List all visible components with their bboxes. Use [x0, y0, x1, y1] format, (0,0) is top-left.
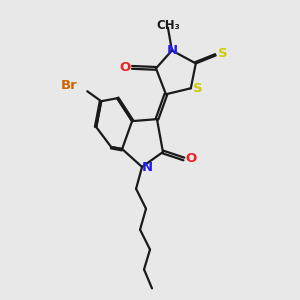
- Text: S: S: [218, 47, 227, 60]
- Text: CH₃: CH₃: [156, 19, 180, 32]
- Text: S: S: [193, 82, 202, 95]
- Text: O: O: [119, 61, 131, 74]
- Text: N: N: [166, 44, 178, 57]
- Text: Br: Br: [61, 79, 78, 92]
- Text: N: N: [142, 161, 153, 174]
- Text: O: O: [185, 152, 196, 166]
